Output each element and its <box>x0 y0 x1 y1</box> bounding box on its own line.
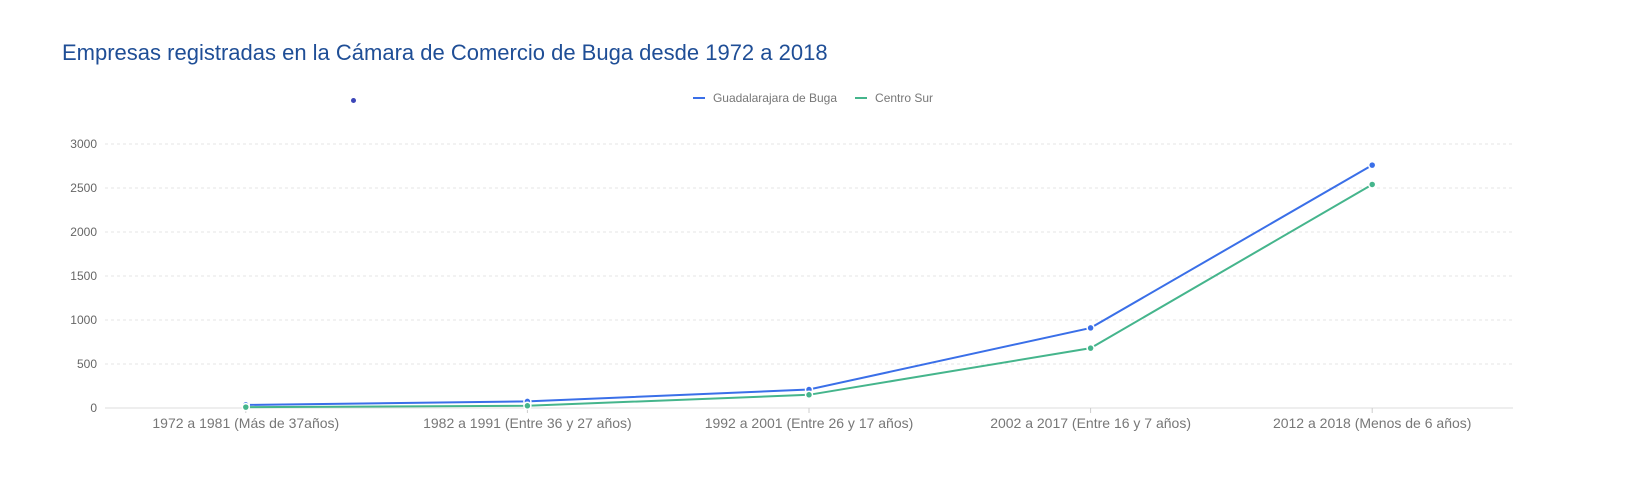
legend-item-series-2[interactable]: Centro Sur <box>855 91 933 105</box>
x-tick-label: 1982 a 1991 (Entre 36 y 27 años) <box>423 415 632 431</box>
data-point <box>523 401 532 411</box>
series-line-1 <box>245 164 1373 406</box>
legend-label-series-1: Guadalarajara de Buga <box>712 91 838 105</box>
legend-item-series-1[interactable]: Guadalarajara de Buga <box>692 91 838 105</box>
x-tick-label: 2002 a 2017 (Entre 16 y 7 años) <box>990 415 1191 431</box>
data-point <box>1086 343 1095 353</box>
data-point <box>804 390 814 400</box>
y-tick-label: 3000 <box>70 137 97 151</box>
legend-marker-dot <box>351 98 356 103</box>
x-tick-label: 1972 a 1981 (Más de 37años) <box>152 415 339 431</box>
y-tick-label: 500 <box>77 357 97 371</box>
x-tick-label: 1992 a 2001 (Entre 26 y 17 años) <box>705 415 914 431</box>
data-point <box>1367 180 1377 189</box>
y-tick-label: 2500 <box>70 181 97 195</box>
y-tick-label: 1500 <box>70 269 97 283</box>
series-line-2 <box>245 183 1373 409</box>
data-point <box>241 402 251 412</box>
legend-swatch-series-2 <box>855 97 868 99</box>
legend-swatch-series-1 <box>692 97 705 99</box>
y-tick-label: 2000 <box>70 225 97 239</box>
chart-legend[interactable]: Guadalarajara de Buga Centro Sur <box>0 91 1626 105</box>
y-tick-label: 0 <box>90 401 97 415</box>
y-tick-label: 1000 <box>70 313 97 327</box>
data-point <box>1086 323 1095 333</box>
x-tick-label: 2012 a 2018 (Menos de 6 años) <box>1273 415 1471 431</box>
data-point <box>1367 160 1377 170</box>
chart-title: Empresas registradas en la Cámara de Com… <box>62 40 828 65</box>
legend-label-series-2: Centro Sur <box>875 91 934 105</box>
